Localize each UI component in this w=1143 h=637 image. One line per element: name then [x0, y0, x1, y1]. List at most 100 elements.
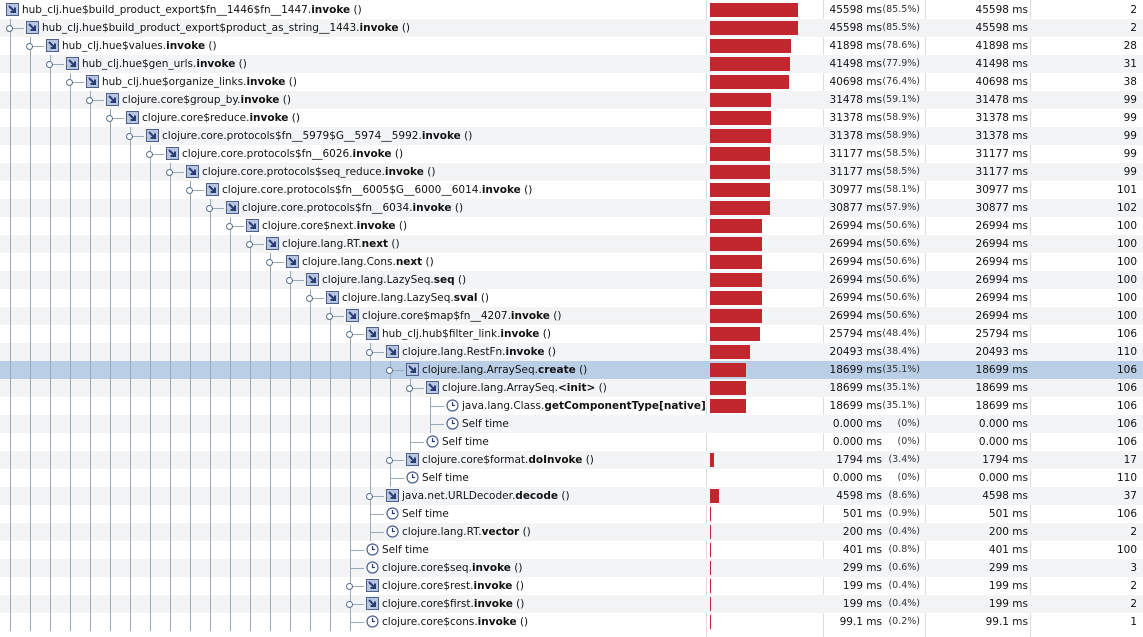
tree-guide [270, 271, 271, 289]
tree-guide [30, 271, 31, 289]
expander[interactable] [306, 295, 313, 302]
total-time: 45598 ms [829, 22, 882, 34]
tree-guide [170, 379, 171, 397]
tree-row[interactable]: clojure.core.protocols$fn__6026.invoke (… [0, 145, 1143, 163]
tree-guide [110, 343, 111, 361]
tree-row[interactable]: hub_clj.hue$build_product_export$fn__144… [0, 1, 1143, 19]
total-time: 26994 ms [829, 274, 882, 286]
tree-row[interactable]: clojure.lang.LazySeq.sval () 26994 ms (50.… [0, 289, 1143, 307]
expander[interactable] [146, 151, 153, 158]
tree-row[interactable]: java.lang.Class.getComponentType[native]… [0, 397, 1143, 415]
tree-row[interactable]: clojure.core.protocols$seq_reduce.invoke… [0, 163, 1143, 181]
tree-row[interactable]: clojure.core$format.doInvoke () 1794 ms (3… [0, 451, 1143, 469]
expander[interactable] [286, 277, 293, 284]
name-part: hub_clj.hue$build_product_export$product… [42, 22, 360, 34]
tree-guide [110, 397, 111, 415]
tree-row[interactable]: clojure.core$map$fn__4207.invoke () 26994… [0, 307, 1143, 325]
method-icon [226, 201, 239, 217]
tree-row[interactable]: clojure.core$first.invoke () 199 ms (0.4%)… [0, 595, 1143, 613]
expander[interactable] [406, 385, 413, 392]
expander[interactable] [206, 205, 213, 212]
name-part: clojure.core$format. [422, 454, 529, 466]
expander[interactable] [246, 241, 253, 248]
tree-row[interactable]: hub_clj.hue$gen_urls.invoke () 41498 ms (7… [0, 55, 1143, 73]
tree-guide [210, 307, 211, 325]
expander[interactable] [66, 79, 73, 86]
tree-row[interactable]: clojure.core$reduce.invoke () 31378 ms (58… [0, 109, 1143, 127]
method-name: clojure.core$next.invoke () [262, 217, 407, 235]
tree-row[interactable]: Self time 0.000 ms (0%) 0.000 ms 110 [0, 469, 1143, 487]
tree-guide [110, 487, 111, 505]
expander[interactable] [346, 601, 353, 608]
expander[interactable] [166, 169, 173, 176]
tree-row[interactable]: Self time 501 ms (0.9%) 501 ms 106 [0, 505, 1143, 523]
expander[interactable] [226, 223, 233, 230]
tree-guide [110, 289, 111, 307]
tree-guide [30, 109, 31, 127]
expander[interactable] [386, 457, 393, 464]
tree-row[interactable]: clojure.lang.Cons.next () 26994 ms (50.6%)… [0, 253, 1143, 271]
invocations: 3 [1130, 562, 1137, 574]
tree-guide [10, 613, 11, 631]
tree-row[interactable]: clojure.lang.RT.vector () 200 ms (0.4%) 200… [0, 523, 1143, 541]
tree-row[interactable]: clojure.lang.ArraySeq.create () 18699 ms(… [0, 361, 1143, 379]
expander[interactable] [86, 97, 93, 104]
tree-guide [390, 415, 391, 433]
tree-guide [70, 415, 71, 433]
tree-guide [250, 577, 251, 595]
tree-row[interactable]: clojure.lang.ArraySeq.<init> () 18699 ms(… [0, 379, 1143, 397]
tree-guide [190, 217, 191, 235]
tree-row[interactable]: clojure.lang.LazySeq.seq () 26994 ms (50.6… [0, 271, 1143, 289]
tree-guide [250, 505, 251, 523]
tree-row[interactable]: hub_clj.hub$filter_link.invoke () 25794 m… [0, 325, 1143, 343]
expander[interactable] [386, 367, 393, 374]
tree-row[interactable]: Self time 0.000 ms (0%) 0.000 ms 106 [0, 415, 1143, 433]
tree-row[interactable]: clojure.core$next.invoke () 26994 ms (50.6… [0, 217, 1143, 235]
name-part: () [395, 220, 408, 232]
tree-row[interactable]: clojure.core$group_by.invoke () 31478 ms(… [0, 91, 1143, 109]
tree-guide [290, 487, 291, 505]
tree-row[interactable]: Self time 0.000 ms (0%) 0.000 ms 106 [0, 433, 1143, 451]
expander[interactable] [26, 43, 33, 50]
tree-guide [330, 469, 331, 487]
tree-row[interactable]: clojure.core.protocols$fn__5979$G__5974_… [0, 127, 1143, 145]
tree-row[interactable]: clojure.core$rest.invoke () 199 ms (0.4%) 1… [0, 577, 1143, 595]
tree-row[interactable]: hub_clj.hue$values.invoke () 41898 ms (78.… [0, 37, 1143, 55]
tree-guide [110, 217, 111, 235]
tree-row[interactable]: clojure.core$seq.invoke () 299 ms (0.6%) 29… [0, 559, 1143, 577]
invocations: 102 [1116, 202, 1137, 214]
expander[interactable] [366, 349, 373, 356]
name-part: () [398, 22, 411, 34]
expander[interactable] [6, 25, 13, 32]
expander[interactable] [346, 583, 353, 590]
tree-row[interactable]: hub_clj.hue$organize_links.invoke () 4069… [0, 73, 1143, 91]
expander[interactable] [346, 331, 353, 338]
expander[interactable] [46, 61, 53, 68]
tree-row[interactable]: java.net.URLDecoder.decode () 4598 ms (8.6… [0, 487, 1143, 505]
tree-row[interactable]: clojure.core.protocols$fn__6005$G__6000_… [0, 181, 1143, 199]
tree-row[interactable]: clojure.lang.RT.next () 26994 ms (50.6%) 26… [0, 235, 1143, 253]
method: doInvoke [528, 454, 583, 466]
tree-row[interactable]: clojure.core$cons.invoke () 99.1 ms (0.2%)… [0, 613, 1143, 631]
tree-row[interactable]: hub_clj.hue$build_product_export$product… [0, 19, 1143, 37]
method: next [361, 238, 389, 250]
method-name: clojure.lang.ArraySeq.<init> () [442, 379, 607, 397]
expander[interactable] [366, 493, 373, 500]
clock-icon [446, 399, 459, 415]
expander[interactable] [126, 133, 133, 140]
method: invoke [421, 130, 461, 142]
expander[interactable] [326, 313, 333, 320]
expander[interactable] [186, 187, 193, 194]
tree-guide [170, 361, 171, 379]
tree-guide [30, 415, 31, 433]
self-time: 30977 ms [975, 184, 1028, 196]
tree-branch [190, 190, 204, 191]
expander[interactable] [106, 115, 113, 122]
method-name: clojure.lang.Cons.next () [302, 253, 434, 271]
tree-row[interactable]: clojure.lang.RestFn.invoke () 20493 ms (38… [0, 343, 1143, 361]
tree-row[interactable]: clojure.core.protocols$fn__6034.invoke (… [0, 199, 1143, 217]
expander[interactable] [266, 259, 273, 266]
tree-guide [190, 379, 191, 397]
tree-row[interactable]: Self time 401 ms (0.8%) 401 ms 100 [0, 541, 1143, 559]
tree-guide [90, 397, 91, 415]
